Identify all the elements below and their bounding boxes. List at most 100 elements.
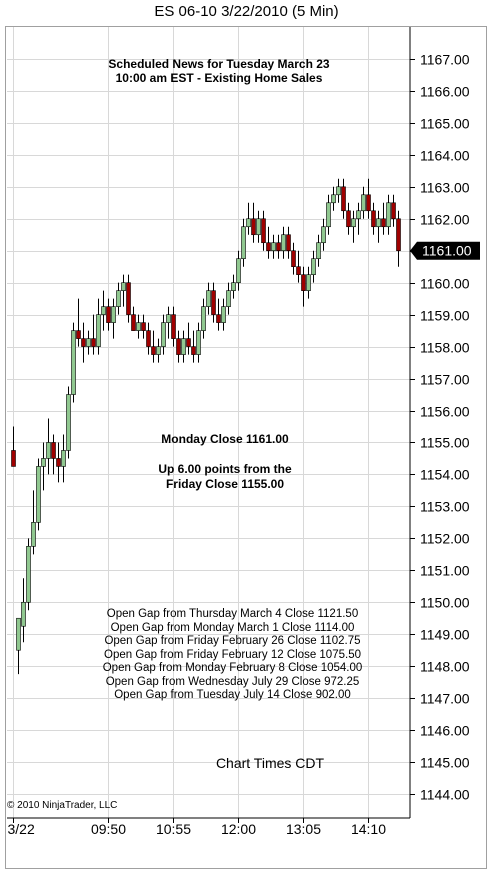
y-tick-label: 1145.00 bbox=[420, 755, 470, 771]
up-candle-body bbox=[66, 394, 71, 451]
candle bbox=[76, 298, 81, 347]
up-candle-body bbox=[41, 458, 46, 467]
candle bbox=[96, 298, 101, 355]
y-tick-label: 1155.00 bbox=[420, 435, 470, 451]
up-candle-body bbox=[316, 242, 321, 260]
up-candle-body bbox=[321, 226, 326, 244]
candle bbox=[251, 202, 256, 243]
candles bbox=[11, 178, 401, 675]
candle bbox=[31, 490, 36, 555]
candle bbox=[21, 578, 26, 643]
candle bbox=[11, 426, 16, 467]
candle bbox=[306, 266, 311, 299]
candle bbox=[346, 202, 351, 235]
down-candle-body bbox=[171, 314, 176, 339]
candle bbox=[196, 322, 201, 363]
down-candle-body bbox=[396, 218, 401, 252]
candle bbox=[316, 234, 321, 267]
up-candle-body bbox=[31, 522, 36, 547]
candle bbox=[156, 338, 161, 363]
y-tick-label: 1153.00 bbox=[420, 499, 470, 515]
down-candle-body bbox=[261, 218, 266, 244]
down-candle-body bbox=[56, 458, 61, 467]
candle bbox=[171, 306, 176, 347]
candle bbox=[121, 274, 126, 307]
candle bbox=[36, 458, 41, 531]
down-candle-body bbox=[51, 442, 56, 459]
candle bbox=[86, 330, 91, 355]
candle bbox=[41, 442, 46, 491]
candle bbox=[371, 202, 376, 235]
y-tick-label: 1149.00 bbox=[420, 627, 470, 643]
candle bbox=[301, 266, 306, 307]
up-candle-body bbox=[206, 290, 211, 307]
x-tick-label: 12:00 bbox=[221, 821, 256, 837]
down-candle-body bbox=[131, 314, 136, 331]
candle bbox=[51, 434, 56, 475]
candle bbox=[281, 226, 286, 259]
down-candle-body bbox=[91, 338, 96, 347]
candle bbox=[226, 282, 231, 315]
down-candle-body bbox=[11, 450, 16, 467]
gap-line: Open Gap from Friday February 12 Close 1… bbox=[104, 648, 361, 661]
up-candle-body bbox=[376, 218, 381, 228]
last-price-tag-box bbox=[410, 241, 480, 260]
y-tick-label: 1144.00 bbox=[420, 787, 470, 803]
y-tick-label: 1160.00 bbox=[420, 276, 470, 292]
y-tick-label: 1148.00 bbox=[420, 659, 470, 675]
candle bbox=[61, 434, 66, 483]
up-candle-body bbox=[306, 274, 311, 291]
candle bbox=[311, 250, 316, 283]
up-candle-body bbox=[196, 330, 201, 355]
y-tick-label: 1152.00 bbox=[420, 531, 470, 547]
down-candle-body bbox=[211, 290, 216, 315]
monday-close-text: Monday Close 1161.00 bbox=[161, 432, 289, 446]
candle bbox=[81, 322, 86, 363]
candle bbox=[136, 314, 141, 339]
candle bbox=[361, 186, 366, 219]
y-tick-label: 1159.00 bbox=[420, 308, 470, 324]
down-candle-body bbox=[291, 250, 296, 267]
candle bbox=[211, 282, 216, 323]
down-candle-body bbox=[106, 306, 111, 323]
up-candle-body bbox=[36, 466, 41, 523]
x-tick-label: 09:50 bbox=[91, 821, 126, 837]
y-tick-label: 1162.00 bbox=[420, 212, 470, 228]
candle bbox=[26, 538, 31, 611]
candle bbox=[271, 234, 276, 259]
down-candle-body bbox=[286, 234, 291, 252]
friday-close-text: Friday Close 1155.00 bbox=[165, 477, 285, 491]
candle bbox=[186, 322, 191, 355]
candle bbox=[166, 306, 171, 339]
x-tick-label: 14:10 bbox=[351, 821, 386, 837]
down-candle-body bbox=[301, 274, 306, 291]
up-candle-body bbox=[136, 322, 141, 331]
x-axis: 3/22 09:50 10:55 12:00 13:05 14:10 bbox=[7, 817, 410, 837]
candle bbox=[341, 178, 346, 219]
candle bbox=[256, 210, 261, 243]
up-candle-body bbox=[26, 546, 31, 603]
candle bbox=[391, 194, 396, 227]
candle bbox=[111, 298, 116, 339]
candle bbox=[326, 194, 331, 235]
up-candle-body bbox=[241, 226, 246, 260]
candle bbox=[56, 442, 61, 483]
candle bbox=[291, 242, 296, 275]
candle bbox=[331, 186, 336, 211]
y-axis: 1144.00 1145.00 1146.00 1147.00 1148.00 1149.… bbox=[409, 27, 470, 818]
candle bbox=[336, 178, 341, 203]
gap-line: Open Gap from Wednesday July 29 Close 97… bbox=[105, 675, 360, 688]
candle bbox=[276, 234, 281, 259]
up-candle-body bbox=[281, 234, 286, 252]
up-candle-body bbox=[356, 210, 361, 220]
up-candle-body bbox=[111, 306, 116, 323]
x-tick-label: 10:55 bbox=[156, 821, 191, 837]
up-candle-body bbox=[21, 601, 26, 627]
y-tick-label: 1167.00 bbox=[420, 52, 470, 68]
candle bbox=[141, 314, 146, 339]
down-candle-body bbox=[176, 338, 181, 355]
candle bbox=[236, 250, 241, 291]
candle bbox=[321, 218, 326, 251]
down-candle-body bbox=[346, 210, 351, 228]
